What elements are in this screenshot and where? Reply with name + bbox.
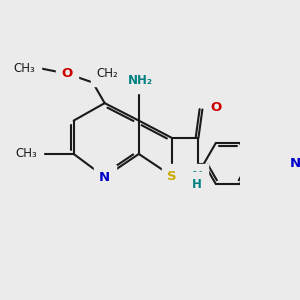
Text: N: N [191, 170, 203, 183]
Text: N: N [290, 157, 300, 170]
Text: NH₂: NH₂ [128, 74, 153, 87]
Text: CH₃: CH₃ [14, 62, 36, 75]
Text: O: O [62, 67, 73, 80]
Text: CH₂: CH₂ [97, 67, 119, 80]
Text: H: H [192, 178, 202, 191]
Text: O: O [210, 101, 222, 114]
Text: CH₃: CH₃ [15, 148, 37, 160]
Text: N: N [99, 170, 110, 184]
Text: S: S [167, 170, 177, 183]
